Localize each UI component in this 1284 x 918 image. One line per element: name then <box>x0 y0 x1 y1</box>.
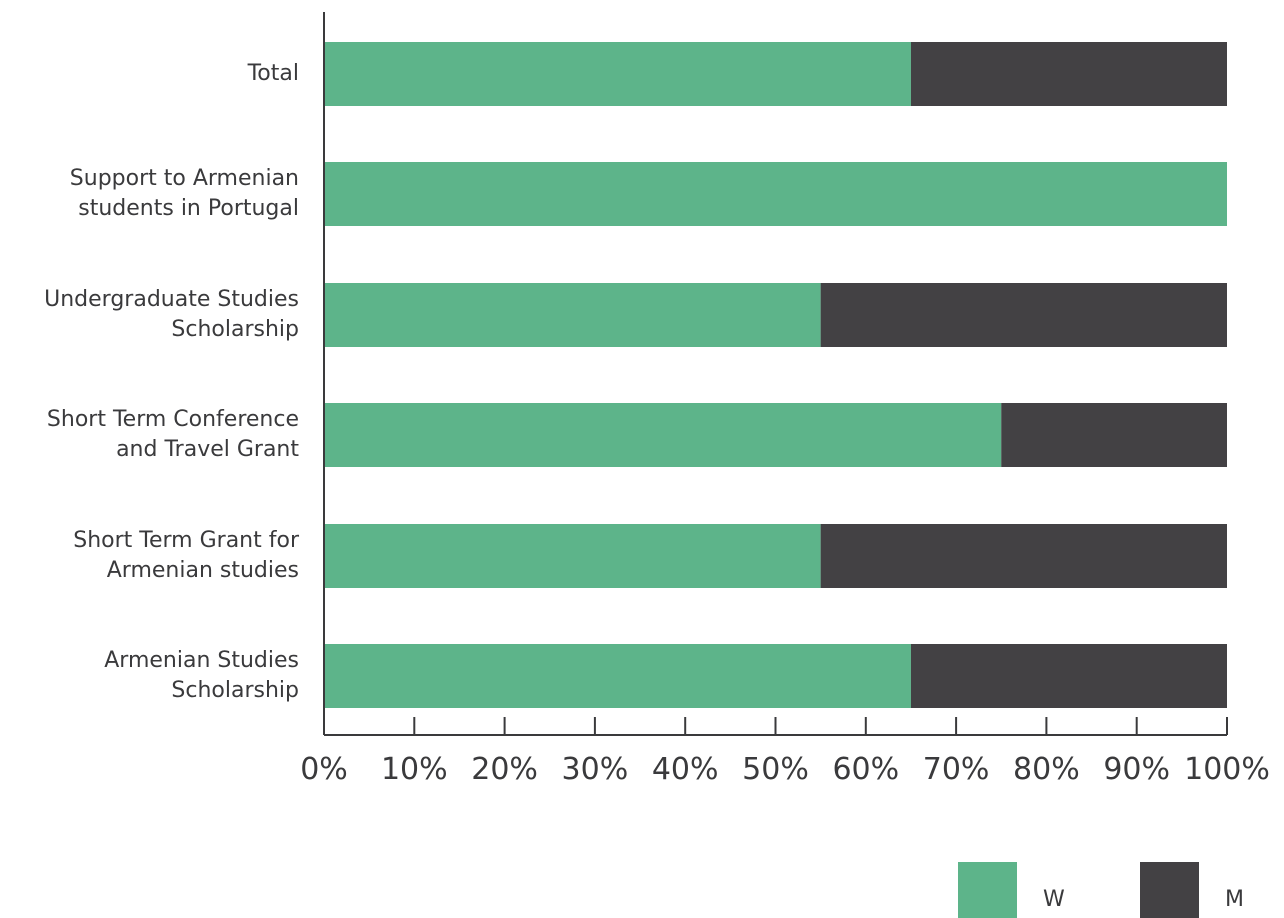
category-label-1: Support to Armenian students in Portugal <box>70 166 299 221</box>
bar-w-0 <box>324 42 911 106</box>
category-label-4: Short Term Grant for Armenian studies <box>73 528 300 583</box>
x-axis-ticks: 0% 10% 20% 30% 40% 50% 60% 70% 80% 90% 100% <box>300 717 1270 787</box>
category-labels: Total Support to Armenian students in Port… <box>44 61 300 703</box>
x-tick-label-1: 10% <box>381 752 448 787</box>
category-label-line: Scholarship <box>171 317 299 342</box>
category-label-line: Undergraduate Studies <box>44 287 299 312</box>
x-tick-label-6: 60% <box>832 752 899 787</box>
bar-w-2 <box>324 283 821 347</box>
x-tick-label-9: 90% <box>1103 752 1170 787</box>
category-label-3: Short Term Conference and Travel Grant <box>47 407 299 462</box>
x-tick-label-2: 20% <box>471 752 538 787</box>
x-tick-label-0: 0% <box>300 752 348 787</box>
x-tick-label-7: 70% <box>923 752 990 787</box>
category-label-5: Armenian Studies Scholarship <box>104 648 299 703</box>
category-label-line: Armenian studies <box>107 558 299 583</box>
bar-m-4 <box>820 524 1227 588</box>
category-label-line: Short Term Grant for <box>73 528 300 553</box>
category-label-0: Total <box>247 61 299 86</box>
category-label-2: Undergraduate Studies Scholarship <box>44 287 299 342</box>
bar-m-5 <box>910 644 1227 708</box>
category-label-line: Armenian Studies <box>104 648 299 673</box>
x-tick-label-8: 80% <box>1013 752 1080 787</box>
x-tick-label-4: 40% <box>652 752 719 787</box>
category-label-line: Support to Armenian <box>70 166 299 191</box>
x-tick-label-10: 100% <box>1184 752 1270 787</box>
category-label-line: Scholarship <box>171 678 299 703</box>
bar-w-4 <box>324 524 821 588</box>
bar-m-3 <box>1001 403 1227 467</box>
category-label-line: Total <box>247 61 299 86</box>
bar-m-2 <box>820 283 1227 347</box>
x-tick-label-5: 50% <box>742 752 809 787</box>
bar-m-0 <box>910 42 1227 106</box>
category-label-line: Short Term Conference <box>47 407 299 432</box>
bar-w-1 <box>324 162 1227 226</box>
legend-swatch-w <box>958 862 1017 918</box>
bars-group <box>324 42 1227 708</box>
legend-swatch-m <box>1140 862 1199 918</box>
legend-label-w: W <box>1043 887 1065 912</box>
bar-w-5 <box>324 644 911 708</box>
legend-label-m: M <box>1225 887 1244 912</box>
x-tick-label-3: 30% <box>562 752 629 787</box>
category-label-line: and Travel Grant <box>116 437 299 462</box>
bar-w-3 <box>324 403 1002 467</box>
category-label-line: students in Portugal <box>78 196 299 221</box>
